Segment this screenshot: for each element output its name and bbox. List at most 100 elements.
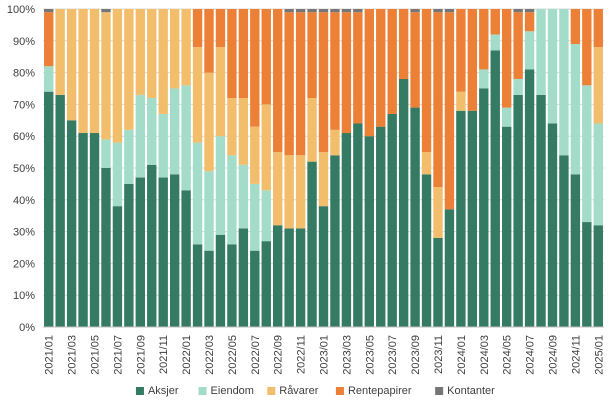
bar-segment-aksjer [307,161,317,327]
bar-segment-råvarer [261,104,271,191]
bar-segment-kontanter [524,9,535,13]
bar-segment-aksjer [501,126,512,327]
bar-segment-aksjer [204,250,214,327]
bar-segment-eiendom [524,31,535,70]
y-tick-label: 30% [13,227,35,239]
y-tick-label: 100% [7,4,35,16]
bar-segment-rentepapirer [284,12,294,156]
bar-segment-aksjer [192,244,203,327]
bar-segment-eiendom [250,183,260,251]
bar-segment-råvarer [215,47,226,137]
bar-segment-aksjer [238,228,249,327]
bar-segment-rentepapirer [341,12,352,134]
bar-segment-eiendom [559,9,569,156]
bar-segment-rentepapirer [215,9,226,48]
bar-segment-eiendom [479,69,489,89]
x-tick-label: 2022/09 [273,335,285,375]
bar-segment-råvarer [456,91,466,111]
bar-segment-råvarer [318,152,329,207]
bar-segment-råvarer [330,129,340,156]
x-tick-label: 2021/11 [158,335,170,374]
bar-segment-eiendom [169,88,180,175]
bar-segment-rentepapirer [353,12,363,124]
bar-segment-rentepapirer [295,12,306,156]
x-tick-label: 2021/09 [135,335,147,375]
bar-segment-aksjer [421,174,432,327]
legend-label-eiendom: Eiendom [211,385,254,397]
bar-segment-eiendom [158,113,168,178]
legend-label-aksjer: Aksjer [148,385,179,397]
x-tick-label: 2023/11 [433,335,445,374]
legend-label-rentepapirer: Rentepapirer [348,385,412,397]
bar-segment-aksjer [433,237,443,327]
x-tick-label: 2024/03 [479,335,491,375]
bar-segment-råvarer [181,9,191,86]
bar-segment-rentepapirer [444,12,455,210]
bar-segment-aksjer [318,206,329,327]
bar-segment-råvarer [147,9,157,99]
x-tick-label: 2022/05 [227,335,239,375]
bar-segment-aksjer [101,168,111,327]
legend-swatch-eiendom [198,387,207,395]
bar-segment-eiendom [536,9,546,95]
bar-segment-eiendom [582,85,592,223]
bar-segment-rentepapirer [330,12,340,130]
bar-segment-aksjer [341,133,352,327]
legend-swatch-råvarer [267,387,276,395]
bar-segment-kontanter [101,9,111,13]
x-tick-label: 2024/09 [547,335,559,375]
y-tick-label: 10% [13,290,35,302]
bar-segment-råvarer [238,98,249,165]
x-tick-label: 2023/01 [319,335,331,375]
bar-segment-aksjer [135,177,146,327]
bar-segment-eiendom [204,171,214,251]
bar-segment-råvarer [284,155,294,229]
bar-segment-aksjer [353,123,363,327]
bar-segment-rentepapirer [421,9,432,153]
legend-label-kontanter: Kontanter [447,385,495,397]
bar-segment-aksjer [479,88,489,327]
bar-segment-aksjer [181,190,191,327]
x-tick-label: 2021/07 [112,335,124,375]
bar-segment-aksjer [44,91,54,328]
legend-swatch-kontanter [435,387,444,395]
bar-segment-aksjer [456,110,466,327]
bar-segment-råvarer [593,47,603,124]
bar-segment-rentepapirer [490,9,500,35]
bar-segment-aksjer [89,133,100,327]
y-axis: 0% 10% 20% 30% 40% 50% 60% 70% 80% 90% 100% [7,4,35,334]
bar-segment-aksjer [112,206,123,327]
bar-segment-eiendom [101,139,111,168]
bar-segment-eiendom [490,34,500,51]
bar-segment-råvarer [250,126,260,184]
bar-segment-aksjer [524,69,535,328]
bar-segment-rentepapirer [376,9,386,127]
bar-segment-aksjer [273,225,283,327]
bar-segment-kontanter [44,9,54,13]
bar-segment-aksjer [78,133,88,327]
bar-segment-kontanter [284,9,294,13]
bar-segment-råvarer [89,9,100,134]
x-axis: 2021/01 2021/03 2021/05 2021/07 2021/09 2021/… [43,326,605,375]
bar-segment-aksjer [398,78,409,328]
y-tick-label: 40% [13,195,35,207]
bar-segment-rentepapirer [501,9,512,108]
x-tick-label: 2024/05 [502,335,514,375]
bar-segment-råvarer [158,9,168,114]
bar-segment-råvarer [192,47,203,143]
bar-segment-råvarer [295,155,306,229]
bar-segment-eiendom [44,66,54,92]
bar-segment-eiendom [147,98,157,165]
bar-segment-aksjer [169,174,180,327]
x-tick-label: 2024/11 [570,335,582,374]
bar-segment-aksjer [593,225,603,327]
bar-segment-aksjer [147,164,157,327]
bar-segment-rentepapirer [570,9,581,44]
bar-segment-eiendom [112,142,123,207]
bar-segment-aksjer [284,228,294,327]
bar-segment-råvarer [66,9,77,121]
bar-segment-rentepapirer [524,12,535,32]
bar-segment-eiendom [181,85,191,191]
x-tick-label: 2023/07 [387,335,399,375]
bar-segment-aksjer [330,155,340,327]
